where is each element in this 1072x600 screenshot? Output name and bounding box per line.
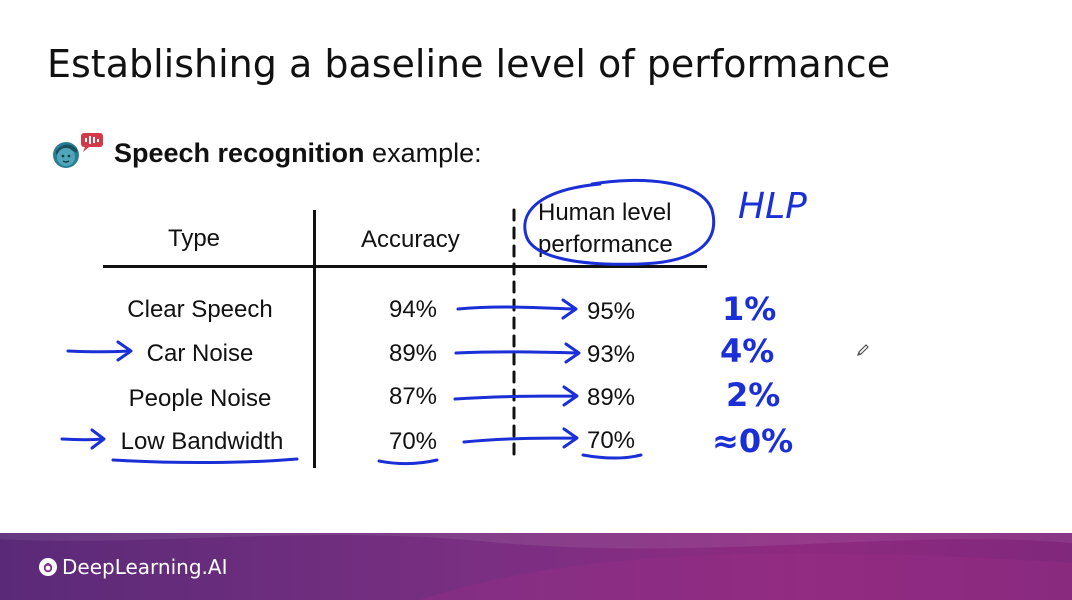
speech-person-icon [53,133,103,168]
row-0-accuracy: 94% [388,296,438,323]
table-header-rule [103,265,707,268]
subtitle-bold: Speech recognition [114,138,365,168]
footer-wave [0,533,1072,600]
header-hlp-line2: performance [538,231,673,258]
row-0-hlp: 95% [586,298,636,325]
header-hlp-line1: Human level [538,199,672,226]
brand-text: DeepLearning.AI [62,555,228,579]
arrow-row-1 [454,342,581,364]
gap-row-0: 1% [722,290,776,328]
row-1-type: Car Noise [146,340,254,367]
row-3-type: Low Bandwidth [120,428,284,455]
row-2-type: People Noise [128,385,272,412]
arrow-row-3 [462,427,579,449]
arrow-row-2 [453,385,579,407]
deeplearning-logo-icon [39,558,57,576]
underline-accuracy-70 [377,458,439,465]
subtitle: Speech recognition example: [114,138,482,169]
row-3-accuracy: 70% [388,428,438,455]
left-arrow-car-noise [66,340,133,362]
underline-low-bandwidth [111,457,299,465]
row-0-type: Clear Speech [127,296,273,323]
row-1-accuracy: 89% [388,340,438,367]
table-column-rule [313,210,316,468]
footer-bar: DeepLearning.AI [0,533,1072,600]
row-1-hlp: 93% [586,341,636,368]
row-3-hlp: 70% [586,427,636,454]
hlp-label: HLP [738,186,807,227]
header-accuracy: Accuracy [361,226,460,253]
underline-hlp-70 [581,453,643,460]
header-type: Type [168,225,221,252]
gap-row-1: 4% [720,332,774,370]
arrow-row-0 [456,298,578,320]
pencil-cursor-icon [857,344,869,356]
gap-row-2: 2% [726,376,780,414]
left-arrow-low-bandwidth [60,428,106,450]
gap-row-3: ≈0% [712,422,793,460]
brand: DeepLearning.AI [38,555,227,579]
row-2-accuracy: 87% [388,383,438,410]
slide-title: Establishing a baseline level of perform… [47,42,891,86]
row-2-hlp: 89% [586,384,636,411]
subtitle-rest: example: [364,138,482,168]
